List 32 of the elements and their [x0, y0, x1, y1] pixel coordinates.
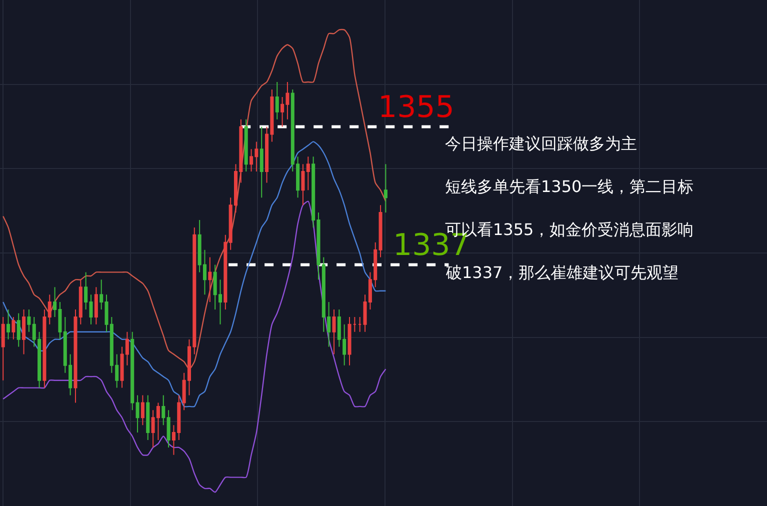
- candlestick: [48, 294, 52, 325]
- text: 今日操作建议回踩做多为主: [445, 134, 637, 153]
- candlestick: [136, 394, 140, 434]
- candlestick: [162, 394, 166, 426]
- candlestick: [12, 316, 16, 340]
- candlestick: [244, 118, 248, 172]
- text: 短线多单先看1350一线，第二目标: [445, 177, 694, 196]
- candlestick: [260, 126, 264, 198]
- candlestick: [224, 234, 228, 310]
- candlestick: [332, 308, 336, 355]
- candlestick: [166, 410, 170, 448]
- candlestick: [306, 156, 310, 191]
- candlestick: [146, 394, 150, 440]
- candlestick: [352, 316, 356, 332]
- candlestick: [378, 204, 382, 258]
- candlestick: [301, 164, 305, 206]
- candlestick: [42, 308, 46, 388]
- candlestick: [16, 312, 20, 348]
- candlestick: [27, 308, 31, 332]
- candlestick: [275, 82, 279, 120]
- text: 破1337，那么崔雄建议可先观望: [445, 263, 679, 282]
- candlestick: [130, 331, 134, 411]
- candlestick: [6, 308, 10, 340]
- candlestick: [22, 308, 26, 355]
- candlestick: [208, 256, 212, 303]
- annotation: 1355: [378, 90, 454, 125]
- candlestick: [94, 286, 98, 325]
- candlestick: [358, 316, 362, 332]
- candlestick: [384, 164, 388, 214]
- candlestick: [140, 394, 144, 426]
- candlestick: [1, 316, 5, 381]
- candlestick: [348, 316, 352, 366]
